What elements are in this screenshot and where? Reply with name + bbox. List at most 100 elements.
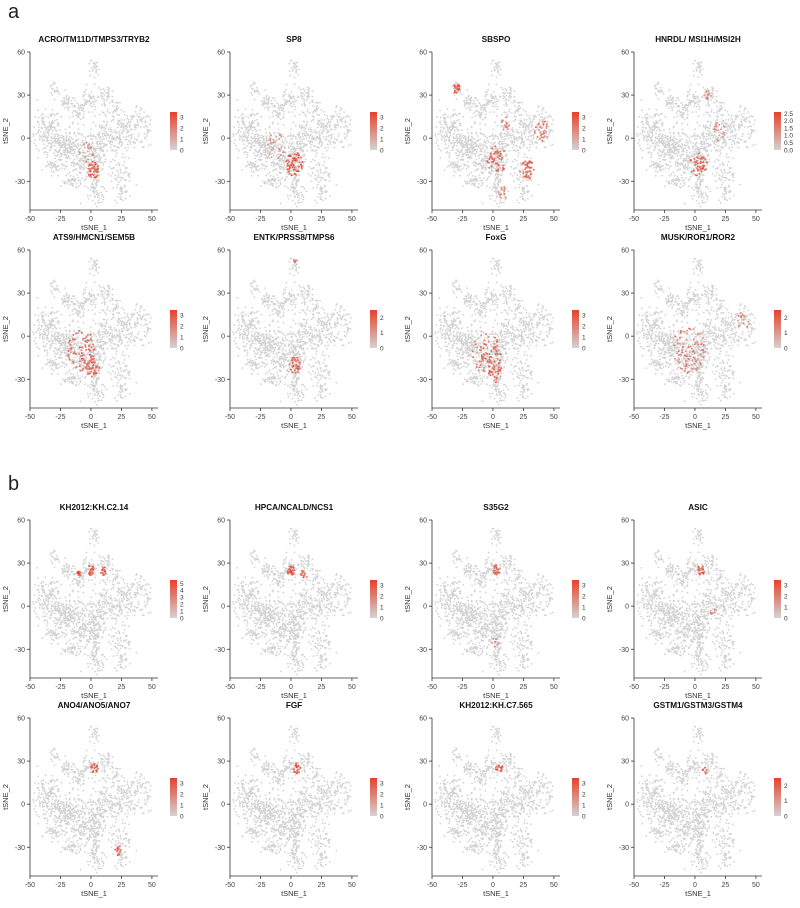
cell-point	[81, 109, 84, 112]
cell-point	[465, 99, 468, 102]
cell-point	[65, 140, 68, 143]
cell-point	[682, 164, 684, 167]
cell-point	[253, 114, 256, 117]
cell-point	[120, 171, 122, 174]
expressing-cell-point	[267, 143, 269, 146]
cell-point	[287, 198, 290, 200]
cell-point	[73, 168, 76, 171]
cell-point	[465, 141, 468, 144]
cell-point	[135, 138, 138, 141]
cell-point	[637, 142, 640, 144]
cell-point	[309, 127, 312, 129]
y-tick-label: 0	[21, 136, 25, 143]
cell-point	[251, 122, 253, 125]
cell-point	[247, 134, 250, 137]
cell-point	[94, 136, 97, 138]
cell-point	[51, 126, 54, 129]
cell-point	[504, 120, 507, 123]
cell-point	[328, 130, 330, 133]
cell-point	[281, 159, 283, 162]
cell-point	[34, 116, 37, 118]
cell-point	[128, 176, 131, 178]
cell-point	[320, 124, 323, 127]
cell-point	[99, 136, 102, 138]
cell-point	[67, 150, 70, 152]
cell-point	[136, 121, 139, 123]
cell-point	[453, 94, 456, 97]
cell-point	[520, 131, 522, 133]
cell-point	[316, 169, 318, 172]
cell-point	[467, 174, 469, 177]
cell-point	[100, 186, 103, 188]
cell-point	[459, 112, 461, 115]
cell-point	[253, 98, 256, 101]
cell-point	[506, 158, 509, 161]
expressing-cell-point	[458, 88, 461, 90]
cell-point	[292, 101, 294, 103]
cell-point	[333, 125, 336, 128]
cell-point	[36, 147, 38, 150]
cell-point	[121, 119, 123, 121]
cell-point	[54, 140, 57, 143]
cell-point	[311, 131, 313, 134]
cell-point	[486, 137, 489, 139]
cell-point	[461, 158, 464, 161]
cell-point	[45, 145, 48, 147]
cell-point	[453, 120, 456, 122]
cell-point	[300, 88, 302, 91]
cell-point	[341, 140, 344, 143]
cell-point	[49, 161, 51, 164]
cell-point	[503, 95, 506, 98]
cell-point	[277, 106, 280, 109]
cell-point	[500, 143, 503, 145]
cell-point	[456, 119, 458, 122]
y-tick-label: -30	[215, 179, 225, 186]
cell-point	[269, 148, 272, 151]
cell-point	[293, 146, 296, 149]
cell-point	[77, 104, 80, 106]
cell-point	[472, 182, 474, 185]
cell-point	[313, 136, 316, 139]
cell-point	[305, 115, 307, 118]
cell-point	[294, 105, 297, 108]
cell-point	[238, 126, 240, 129]
cell-point	[439, 116, 442, 119]
cell-point	[325, 171, 328, 173]
cell-point	[277, 104, 280, 106]
cell-point	[521, 141, 523, 144]
cell-point	[494, 148, 497, 151]
cell-point	[242, 143, 245, 146]
cell-point	[109, 160, 112, 163]
cell-point	[263, 149, 266, 152]
cell-point	[118, 181, 120, 184]
cell-point	[487, 99, 490, 102]
cell-point	[350, 119, 352, 121]
cell-point	[268, 96, 270, 99]
cell-point	[99, 140, 101, 143]
cell-point	[39, 131, 42, 133]
cell-point	[492, 145, 494, 147]
cell-point	[237, 121, 239, 123]
cell-point	[140, 126, 142, 128]
cell-point	[513, 131, 515, 134]
cell-point	[49, 146, 52, 149]
cell-point	[638, 139, 641, 141]
cell-point	[55, 90, 58, 93]
cell-point	[117, 176, 119, 179]
cell-point	[464, 97, 467, 99]
cell-point	[280, 107, 283, 110]
expressing-cell-point	[545, 131, 548, 133]
cell-point	[453, 126, 456, 129]
cell-point	[512, 168, 515, 170]
cell-point	[658, 140, 661, 143]
cell-point	[522, 193, 524, 196]
cell-point	[288, 62, 291, 65]
cell-point	[436, 116, 439, 118]
cell-point	[257, 135, 259, 138]
cell-point	[131, 133, 134, 136]
cell-point	[116, 132, 118, 134]
cell-point	[484, 106, 487, 109]
cell-point	[315, 155, 317, 157]
cell-point	[276, 162, 279, 165]
cell-point	[63, 149, 66, 152]
